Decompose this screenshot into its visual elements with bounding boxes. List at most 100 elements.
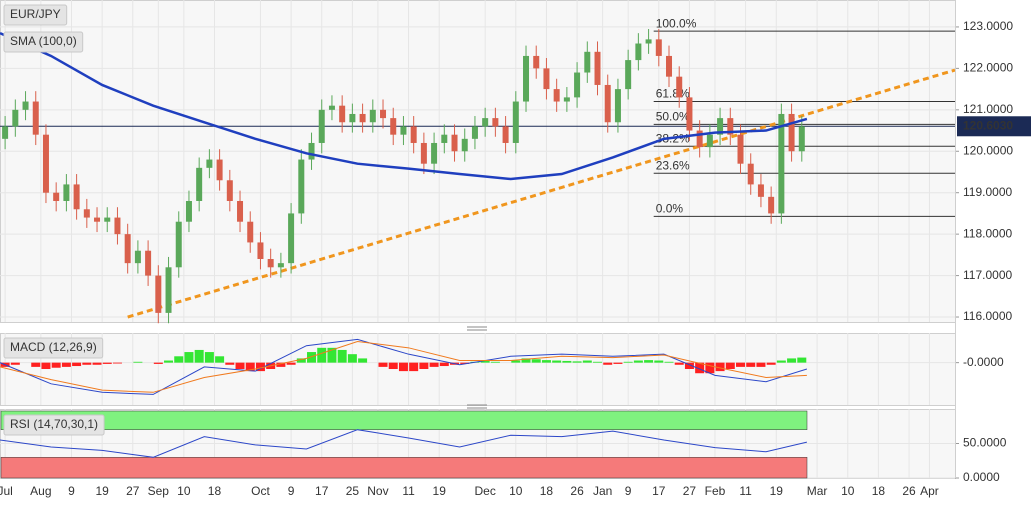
line xyxy=(127,68,956,319)
histogram-bar xyxy=(31,362,41,367)
x-tick-label: 26 xyxy=(902,484,916,498)
histogram-bar xyxy=(378,362,388,367)
candle-body xyxy=(42,134,49,193)
label-box xyxy=(3,337,104,359)
histogram-bar xyxy=(787,358,797,363)
histogram-bar xyxy=(552,360,562,363)
candle-body xyxy=(145,250,152,276)
histogram-bar xyxy=(521,358,531,363)
panel-label: EUR/JPY xyxy=(3,4,68,26)
x-tick-label: 19 xyxy=(433,484,447,498)
candle-body xyxy=(625,60,632,90)
candle-body xyxy=(206,159,213,168)
y-tick-label: 118.0000 xyxy=(963,226,1012,240)
histogram-bar xyxy=(204,352,214,363)
y-tick-label: 121.0000 xyxy=(963,102,1013,116)
x-tick-label: 11 xyxy=(402,484,415,498)
line xyxy=(0,429,808,458)
histogram-bar xyxy=(439,362,449,367)
candle-body xyxy=(798,126,805,152)
histogram-bar xyxy=(593,361,603,363)
candle-body xyxy=(2,126,9,139)
histogram-bar xyxy=(633,360,643,363)
histogram-bar xyxy=(398,362,408,372)
x-tick-label: Jul xyxy=(0,484,13,498)
histogram-bar xyxy=(613,362,623,364)
histogram-bar xyxy=(358,358,368,363)
x-tick-label: 18 xyxy=(540,484,554,498)
label-text: EUR/JPY xyxy=(10,7,61,21)
candle-body xyxy=(523,55,530,102)
candle-body xyxy=(574,72,581,98)
histogram-bar xyxy=(327,347,337,363)
candle-body xyxy=(563,97,570,102)
histogram-bar xyxy=(582,360,592,363)
histogram-bar xyxy=(766,362,776,365)
histogram-bar xyxy=(337,349,347,363)
panel-background xyxy=(0,0,956,323)
histogram-bar xyxy=(654,360,664,363)
histogram-bar xyxy=(245,362,255,372)
x-tick-label: Oct xyxy=(251,484,270,498)
candle-body xyxy=(53,192,60,201)
candle-body xyxy=(727,118,734,135)
y-tick-label: -0.0000 xyxy=(963,355,1004,369)
histogram-bar xyxy=(347,354,357,363)
last-price-tag xyxy=(957,116,1031,137)
histogram-bar xyxy=(797,357,807,363)
candle-body xyxy=(83,209,90,218)
candle-body xyxy=(492,118,499,127)
candle-body xyxy=(441,134,448,143)
label-text: RSI (14,70,30,1) xyxy=(10,417,98,431)
histogram-bar xyxy=(756,362,766,367)
x-tick-label: Sep xyxy=(148,484,170,498)
candle-body xyxy=(175,221,182,268)
oversold-zone xyxy=(0,457,808,479)
histogram-bar xyxy=(164,360,174,363)
candle-body xyxy=(73,184,80,210)
candle-body xyxy=(196,167,203,201)
candle-body xyxy=(604,84,611,123)
candle-body xyxy=(328,105,335,110)
histogram-bar xyxy=(51,362,61,368)
overbought-zone xyxy=(0,410,808,430)
label-box xyxy=(3,4,68,26)
x-tick-label: Apr xyxy=(920,484,939,498)
fib-label: 0.0% xyxy=(656,201,684,215)
candle-body xyxy=(686,97,693,131)
histogram-bar xyxy=(429,362,439,367)
candle-body xyxy=(12,109,19,127)
histogram-bar xyxy=(92,362,102,365)
x-tick-label: 19 xyxy=(770,484,784,498)
x-tick-label: 10 xyxy=(509,484,523,498)
histogram-bar xyxy=(725,362,735,369)
histogram-bar xyxy=(184,352,194,363)
y-tick-label: 0.0000 xyxy=(963,470,1000,484)
candle-body xyxy=(512,101,519,143)
label-box xyxy=(3,414,105,436)
candle-body xyxy=(22,101,29,110)
candle-body xyxy=(185,200,192,222)
x-tick-label: 11 xyxy=(739,484,752,498)
y-tick-label: 117.0000 xyxy=(963,268,1012,282)
candle-body xyxy=(318,109,325,143)
histogram-bar xyxy=(409,362,419,372)
fib-label: 23.6% xyxy=(656,158,690,172)
line xyxy=(0,340,807,393)
fib-label: 100.0% xyxy=(656,16,697,30)
candle-body xyxy=(420,142,427,164)
y-tick-label: 119.0000 xyxy=(963,185,1012,199)
histogram-bar xyxy=(541,360,551,363)
histogram-bar xyxy=(112,362,122,364)
x-tick-label: 17 xyxy=(652,484,666,498)
histogram-bar xyxy=(10,362,20,365)
x-tick-label: 27 xyxy=(126,484,140,498)
histogram-bar xyxy=(174,356,184,363)
histogram-bar xyxy=(388,362,398,369)
candle-body xyxy=(380,109,387,119)
histogram-bar xyxy=(715,362,725,372)
x-tick-label: 18 xyxy=(872,484,886,498)
histogram-bar xyxy=(276,362,286,367)
label-text: SMA (100,0) xyxy=(10,34,77,48)
candle-body xyxy=(482,118,489,127)
